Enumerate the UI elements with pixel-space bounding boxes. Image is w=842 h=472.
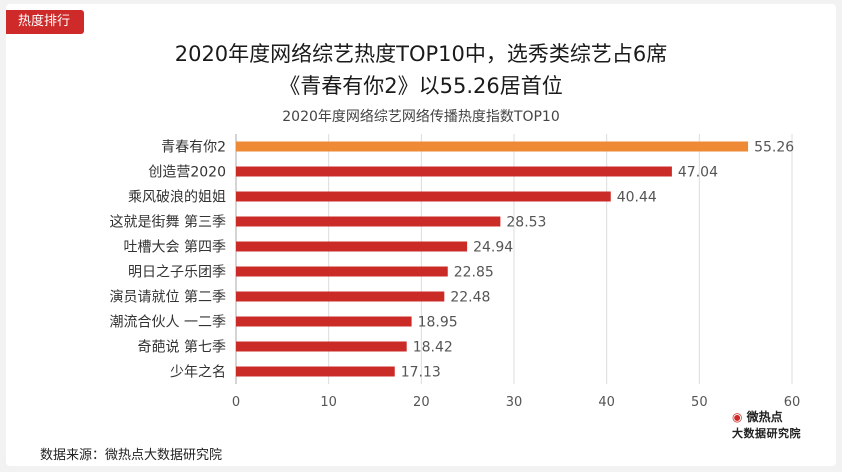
bar [236, 241, 468, 252]
value-label: 18.42 [413, 340, 453, 356]
bar-chart: 0 10 20 30 40 50 60 青春有你2 55.26 创造营2020 47.04 乘风破浪的… [110, 134, 801, 410]
data-source: 数据来源：微热点大数据研究院 [40, 448, 223, 463]
category-label: 演员请就位 第二季 [110, 289, 226, 306]
x-tick-label: 50 [691, 395, 708, 410]
brand-logo: ◉ 微热点 大数据研究院 [732, 408, 822, 441]
bar [236, 366, 395, 377]
value-label: 22.85 [454, 265, 494, 281]
category-label: 少年之名 [170, 365, 226, 381]
headline-line-2: 《青春有你2》以55.26居首位 [279, 74, 563, 98]
category-label: 这就是街舞 第三季 [110, 214, 226, 231]
value-label: 18.95 [418, 315, 458, 331]
category-label: 吐槽大会 第四季 [124, 239, 226, 256]
value-label: 28.53 [506, 215, 546, 231]
value-label: 22.48 [450, 290, 490, 306]
chart-card: 热度排行 2020年度网络综艺热度TOP10中，选秀类综艺占6席 《青春有你2》… [6, 4, 836, 466]
bar [236, 141, 749, 152]
category-label: 潮流合伙人 一二季 [110, 315, 226, 331]
ranking-tag: 热度排行 [6, 10, 85, 34]
category-label: 青春有你2 [161, 140, 226, 156]
headline-line-1: 2020年度网络综艺热度TOP10中，选秀类综艺占6席 [174, 42, 668, 66]
bar [236, 266, 448, 277]
value-label: 24.94 [473, 240, 513, 256]
bar [236, 341, 407, 352]
category-label: 奇葩说 第七季 [138, 339, 226, 356]
x-tick-label: 20 [413, 395, 430, 410]
eye-icon: ◉ [732, 410, 743, 424]
bar [236, 291, 445, 302]
category-label: 乘风破浪的姐姐 [128, 190, 226, 206]
bar [236, 316, 412, 327]
x-tick-label: 60 [784, 395, 801, 410]
bar [236, 191, 611, 202]
bar [236, 166, 672, 177]
category-label: 创造营2020 [148, 165, 226, 181]
value-label: 55.26 [754, 140, 794, 156]
value-label: 40.44 [617, 190, 657, 206]
category-label: 明日之子乐团季 [128, 265, 226, 281]
bar [236, 216, 501, 227]
value-label: 17.13 [401, 365, 441, 381]
logo-name: 微热点 [746, 410, 783, 424]
x-tick-label: 10 [320, 395, 337, 410]
value-label: 47.04 [678, 165, 718, 181]
x-tick-label: 30 [506, 395, 523, 410]
logo-subtitle: 大数据研究院 [732, 427, 801, 440]
chart-title: 2020年度网络综艺网络传播热度指数TOP10 [282, 109, 560, 125]
x-tick-label: 40 [598, 395, 615, 410]
x-tick-label: 0 [232, 395, 240, 410]
